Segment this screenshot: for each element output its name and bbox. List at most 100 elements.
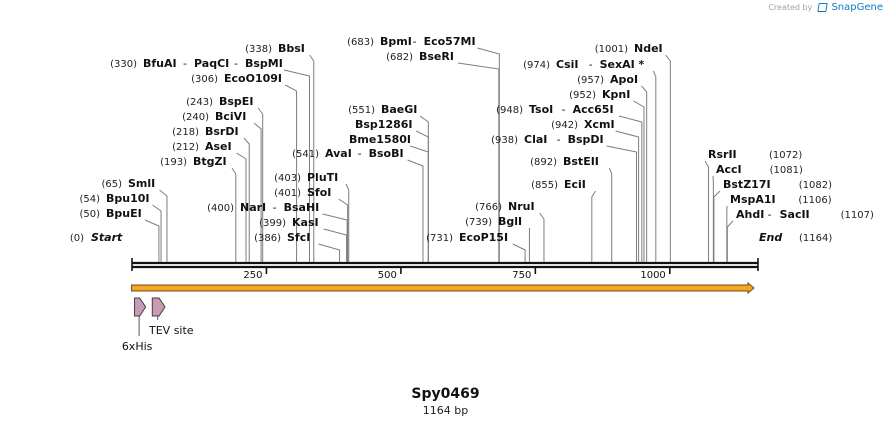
enzyme-label: BglI [498,215,522,228]
snapgene-watermark: Created by SnapGene [768,2,883,13]
enzyme-position: (974) [523,60,550,71]
enzyme-label: XcmI [584,118,615,131]
cut-site-line [257,107,264,262]
enzyme-label: ClaI [524,133,547,146]
enzyme-position: (1081) [770,165,803,176]
cut-site-line [322,213,348,262]
ruler-tick-label: 750 [512,270,531,281]
enzyme-label: Bme1580I [349,133,411,146]
sequence-name: Spy0469 [411,386,480,402]
start-position: (0) [70,233,84,244]
enzyme-position: (541) [292,149,319,160]
enzyme-label: PluTI [307,171,338,184]
enzyme-label: EcoP15I [459,231,508,244]
enzyme-position: (551) [348,105,375,116]
enzyme-label: AccI [716,163,742,176]
feature-label: TEV site [148,324,194,337]
enzyme-label: NruI [508,200,535,213]
ruler-tick-label: 250 [243,270,262,281]
enzyme-separator: - [358,147,362,160]
enzyme-position: (766) [475,202,502,213]
end-position: (1164) [799,233,832,244]
enzyme-label: BseRI [419,50,454,63]
enzyme-label: MspA1I [730,193,776,206]
cut-site-line [243,137,250,262]
enzyme-label: BpmI [380,35,412,48]
enzyme-position: (1082) [799,180,832,191]
enzyme-label: BciVI [215,110,246,123]
enzyme-label: AvaI [325,147,352,160]
enzyme-position: (50) [79,209,100,220]
cut-site-line [618,115,643,262]
enzyme-label: BsoBI [369,147,404,160]
enzyme-separator: - [234,57,238,70]
enzyme-position: (65) [101,179,122,190]
enzyme-label: SfoI [307,186,331,199]
cut-site-line [457,62,500,262]
enzyme-separator: - [557,133,561,146]
cut-site-line [236,152,247,262]
enzyme-position: (243) [186,97,213,108]
enzyme-label: SfcI [287,231,310,244]
enzyme-position: (682) [386,52,413,63]
cut-site-line [309,54,315,262]
enzyme-position: (957) [577,75,604,86]
ruler-tick-label: 1000 [640,270,665,281]
enzyme-position: (739) [465,217,492,228]
enzyme-position: (401) [274,188,301,199]
end-label: End [759,231,782,244]
enzyme-position: (942) [551,120,578,131]
cut-site-line [338,198,349,262]
enzyme-position: (330) [110,59,137,70]
enzyme-label: NarI [240,201,266,214]
cut-site-line [407,159,424,262]
cut-site-line [713,190,721,262]
cut-site-line [591,190,597,262]
enzyme-label: RsrII [708,148,737,161]
cut-site-line [410,145,429,262]
enzyme-position: (218) [172,127,199,138]
enzyme-label: BspMI [245,57,283,70]
enzyme-position: (938) [491,135,518,146]
cut-site-line [633,100,645,262]
enzyme-position: (1001) [595,44,628,55]
enzyme-position: (386) [254,233,281,244]
enzyme-position: (1106) [798,195,831,206]
cut-site-line [652,70,657,262]
cut-site-line [283,69,310,262]
enzyme-position: (400) [207,203,234,214]
cut-site-line [608,167,613,262]
enzyme-position: (683) [347,37,374,48]
cut-site-line [512,243,526,262]
enzyme-separator: - [183,57,187,70]
enzyme-position: (1072) [769,150,802,161]
enzyme-position: (952) [569,90,596,101]
enzyme-position: (399) [259,218,286,229]
cut-site-line [323,228,348,262]
cut-site-line [704,160,710,262]
enzyme-label: Bpu10I [106,192,150,205]
enzyme-label: TsoI [529,103,553,116]
cut-site-line [152,204,162,262]
enzyme-position: (338) [245,44,272,55]
enzyme-label: SexAI * [600,58,645,71]
feature-arrow [151,297,166,317]
enzyme-label: SmlI [128,177,155,190]
cut-site-line [318,243,341,262]
enzyme-position: (1107) [841,210,874,221]
cut-site-line [615,130,640,262]
enzyme-position: (212) [172,142,199,153]
enzyme-label: Eco57MI [424,35,476,48]
enzyme-label: PaqCI [194,57,229,70]
ruler-tick-label: 500 [378,270,397,281]
enzyme-label: BbsI [278,42,305,55]
cut-site-line [539,212,545,262]
enzyme-label: AseI [205,140,232,153]
enzyme-label: EcoO109I [224,72,282,85]
enzyme-separator: - [273,201,277,214]
enzyme-label: BstEII [563,155,599,168]
enzyme-separator: - [413,35,417,48]
cut-site-line [477,47,500,262]
enzyme-label: Acc65I [573,103,614,116]
